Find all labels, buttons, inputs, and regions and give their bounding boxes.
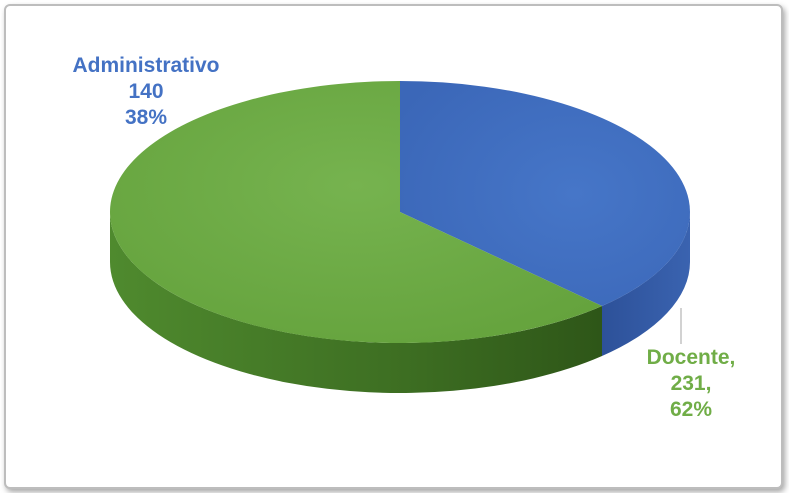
pie-slice-docente (109, 81, 602, 343)
pie-side-docente (109, 212, 602, 393)
label-percent-administrativo: 38% (124, 106, 168, 129)
data-label-administrativo: Administrativo 140 38% (36, 53, 256, 131)
pie-chart (109, 81, 691, 393)
label-category-docente: Docente, (646, 346, 736, 369)
pie-slice-administrativo (400, 81, 691, 306)
label-value-administrativo: 140 (128, 80, 164, 103)
chart-frame: Administrativo 140 38% Docente, 231, 62% (4, 4, 783, 489)
label-value-docente: 231, (670, 372, 712, 395)
pie-side-administrativo (601, 212, 690, 356)
label-percent-docente: 62% (669, 398, 713, 421)
label-category-administrativo: Administrativo (72, 54, 220, 77)
data-label-docente: Docente, 231, 62% (636, 345, 746, 423)
